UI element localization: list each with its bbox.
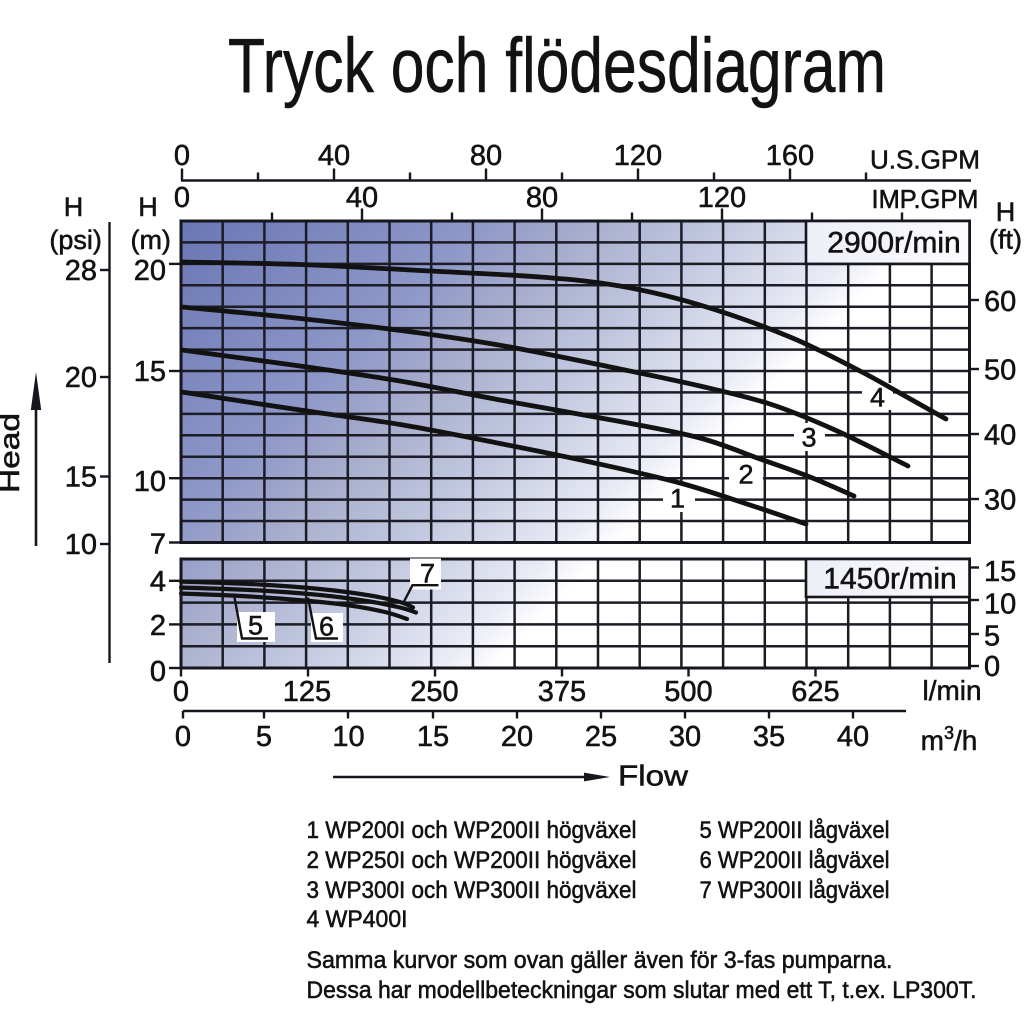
svg-text:Tryck och flödesdiagram: Tryck och flödesdiagram bbox=[228, 23, 886, 109]
svg-text:35: 35 bbox=[753, 721, 785, 753]
svg-text:15: 15 bbox=[417, 721, 449, 753]
svg-text:3: 3 bbox=[801, 423, 816, 453]
svg-text:(ft): (ft) bbox=[989, 225, 1022, 255]
svg-text:5: 5 bbox=[256, 721, 272, 753]
svg-text:4: 4 bbox=[870, 383, 885, 413]
svg-text:80: 80 bbox=[526, 182, 558, 214]
svg-text:2: 2 bbox=[150, 610, 166, 642]
svg-text:l/min: l/min bbox=[923, 675, 982, 706]
svg-text:15: 15 bbox=[134, 356, 166, 388]
svg-text:(m): (m) bbox=[130, 225, 170, 255]
svg-text:10: 10 bbox=[984, 589, 1016, 621]
svg-text:120: 120 bbox=[698, 182, 746, 214]
svg-text:20: 20 bbox=[65, 362, 97, 394]
svg-text:1: 1 bbox=[670, 484, 685, 514]
svg-text:6: 6 bbox=[319, 612, 334, 642]
svg-text:20: 20 bbox=[501, 721, 533, 753]
svg-text:125: 125 bbox=[283, 676, 331, 708]
svg-text:120: 120 bbox=[614, 140, 662, 172]
svg-text:5: 5 bbox=[984, 621, 1000, 653]
svg-text:4 WP400I: 4 WP400I bbox=[307, 906, 408, 933]
svg-text:25: 25 bbox=[585, 721, 617, 753]
svg-text:625: 625 bbox=[791, 676, 839, 708]
svg-text:Head: Head bbox=[0, 413, 25, 493]
svg-text:0: 0 bbox=[174, 140, 190, 172]
svg-text:40: 40 bbox=[837, 721, 869, 753]
svg-text:2 WP250I och WP200II högväxel: 2 WP250I och WP200II högväxel bbox=[307, 847, 637, 874]
svg-text:2900r/min: 2900r/min bbox=[827, 227, 960, 260]
svg-text:20: 20 bbox=[134, 255, 166, 287]
svg-text:0: 0 bbox=[174, 182, 190, 214]
svg-text:3 WP300I och WP300II högväxel: 3 WP300I och WP300II högväxel bbox=[307, 877, 637, 904]
svg-text:15: 15 bbox=[65, 462, 97, 494]
svg-text:28: 28 bbox=[65, 255, 97, 287]
svg-text:6 WP200II lågväxel: 6 WP200II lågväxel bbox=[700, 847, 890, 874]
svg-text:160: 160 bbox=[766, 140, 814, 172]
svg-text:10: 10 bbox=[134, 466, 166, 498]
svg-text:500: 500 bbox=[664, 676, 712, 708]
svg-text:40: 40 bbox=[984, 420, 1016, 452]
svg-text:250: 250 bbox=[410, 676, 458, 708]
svg-text:0: 0 bbox=[150, 656, 166, 688]
svg-text:Flow: Flow bbox=[618, 761, 689, 793]
svg-text:1450r/min: 1450r/min bbox=[823, 563, 956, 596]
svg-text:375: 375 bbox=[538, 676, 586, 708]
svg-text:4: 4 bbox=[150, 566, 166, 598]
svg-text:40: 40 bbox=[318, 140, 350, 172]
svg-text:H: H bbox=[138, 192, 158, 222]
svg-text:40: 40 bbox=[346, 182, 378, 214]
svg-text:IMP.GPM: IMP.GPM bbox=[872, 184, 979, 214]
svg-text:7: 7 bbox=[420, 559, 435, 589]
svg-text:H: H bbox=[64, 192, 84, 222]
svg-text:(psi): (psi) bbox=[49, 225, 102, 255]
svg-text:U.S.GPM: U.S.GPM bbox=[870, 145, 980, 175]
svg-text:30: 30 bbox=[669, 721, 701, 753]
svg-text:30: 30 bbox=[984, 485, 1016, 517]
svg-text:7 WP300II lågväxel: 7 WP300II lågväxel bbox=[700, 877, 890, 904]
svg-text:50: 50 bbox=[984, 355, 1016, 387]
svg-text:15: 15 bbox=[984, 556, 1016, 588]
svg-text:80: 80 bbox=[470, 140, 502, 172]
svg-text:H: H bbox=[996, 197, 1016, 227]
svg-text:10: 10 bbox=[65, 529, 97, 561]
svg-text:5: 5 bbox=[248, 611, 263, 641]
svg-text:5 WP200II lågväxel: 5 WP200II lågväxel bbox=[700, 817, 890, 844]
svg-text:10: 10 bbox=[332, 721, 364, 753]
svg-text:Dessa har modellbeteckningar s: Dessa har modellbeteckningar som slutar … bbox=[307, 977, 977, 1004]
svg-text:m3/h: m3/h bbox=[921, 723, 978, 756]
svg-text:1 WP200I och WP200II högväxel: 1 WP200I och WP200II högväxel bbox=[307, 817, 637, 844]
svg-text:2: 2 bbox=[738, 460, 753, 490]
svg-text:Samma kurvor som ovan gäller ä: Samma kurvor som ovan gäller även för 3-… bbox=[307, 947, 893, 974]
svg-text:0: 0 bbox=[984, 651, 1000, 683]
svg-text:0: 0 bbox=[175, 721, 191, 753]
svg-text:0: 0 bbox=[173, 676, 189, 708]
svg-text:7: 7 bbox=[150, 529, 166, 561]
svg-text:60: 60 bbox=[984, 286, 1016, 318]
